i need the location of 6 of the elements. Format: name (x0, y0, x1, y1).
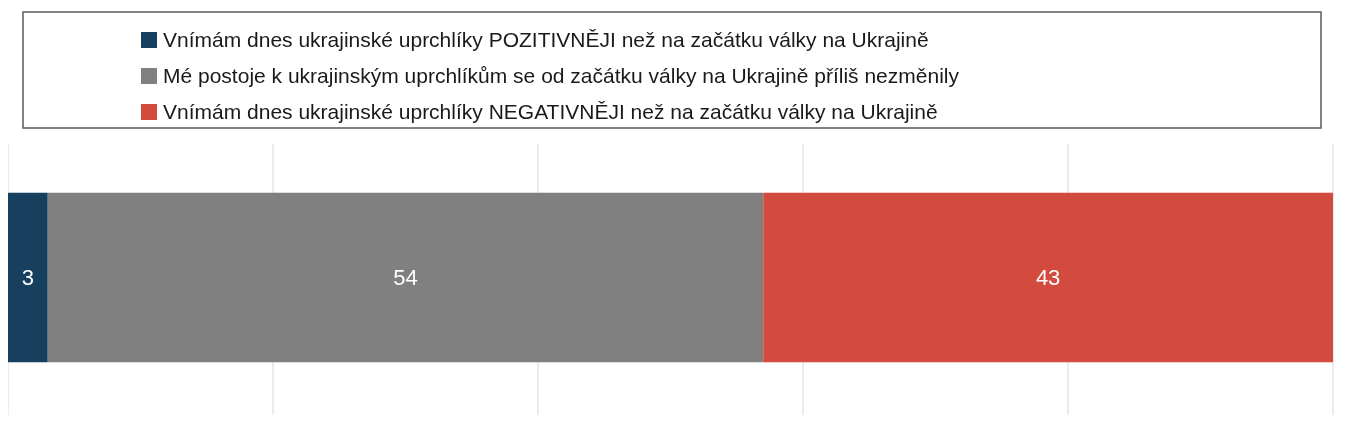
data-label: 43 (1035, 265, 1061, 291)
legend-label: Vnímám dnes ukrajinské uprchlíky NEGATIVNĚJI než na začátku války na Ukrajině (163, 100, 938, 124)
legend-label: Vnímám dnes ukrajinské uprchlíky POZITIVNĚJI než na začátku války na Ukrajině (163, 28, 929, 52)
data-label: 3 (21, 265, 34, 291)
data-label: 54 (393, 265, 418, 291)
legend-label: Mé postoje k ukrajinským uprchlíkům se od začátku války na Ukrajině příliš nezměnily (163, 64, 960, 88)
